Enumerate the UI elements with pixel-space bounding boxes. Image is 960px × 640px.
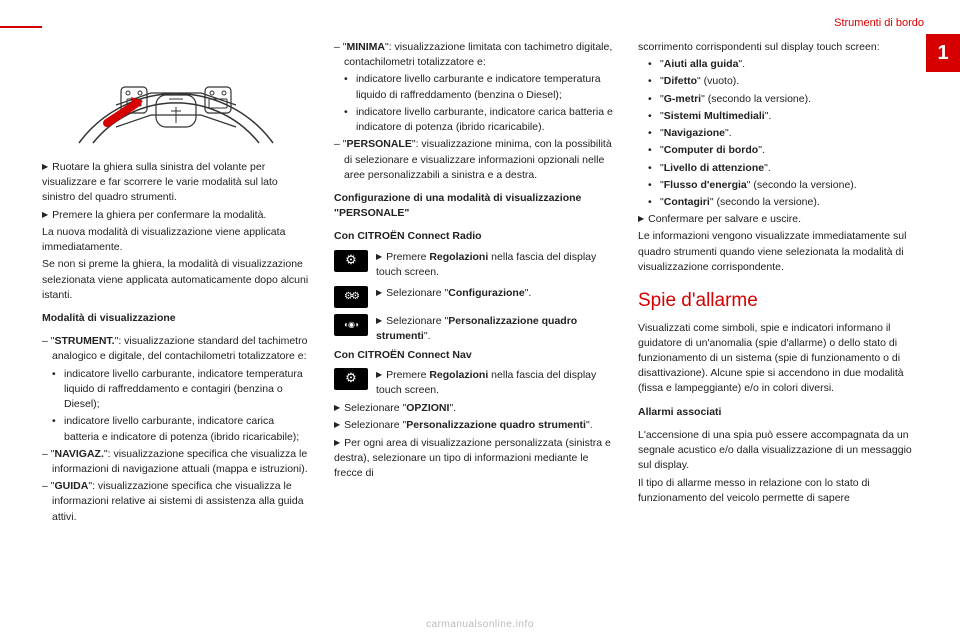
arrow-icon xyxy=(376,315,386,327)
col3-p2: Confermare per salvare e uscire. xyxy=(638,212,924,227)
arrow-icon xyxy=(376,287,386,299)
column-2: "MINIMA": visualizzazione limitata con t… xyxy=(334,40,614,600)
col1-dash3: "GUIDA": visualizzazione specifica che v… xyxy=(42,479,310,525)
col2-iconrow3-text: Selezionare "Personalizzazione quadro st… xyxy=(376,314,614,344)
page-number-tab: 1 xyxy=(926,34,960,72)
col2-iconrow2-text: Selezionare "Configurazione". xyxy=(376,286,614,301)
col2-iconrow1-text: Premere Regolazioni nella fascia del dis… xyxy=(376,250,614,280)
col1-bullet1: indicatore livello carburante, indicator… xyxy=(64,367,310,413)
gears-small-icon: ⚙⚙ xyxy=(334,286,368,308)
col1-dash1: "STRUMENT.": visualizzazione standard de… xyxy=(42,334,310,364)
section-title: Strumenti di bordo xyxy=(834,16,924,32)
arrow-icon xyxy=(42,161,52,173)
gear-icon: ⚙ xyxy=(334,368,368,390)
col1-p3: La nuova modalità di visualizzazione vie… xyxy=(42,225,310,255)
col2-p7: Per ogni area di visualizzazione persona… xyxy=(334,436,614,482)
steering-wheel-diagram xyxy=(42,40,310,150)
col3-list: "Aiuti alla guida". "Difetto" (vuoto). "… xyxy=(638,57,924,212)
col3-p4: Visualizzati come simboli, spie e indica… xyxy=(638,321,924,397)
column-layout: Ruotare la ghiera sulla sinistra del vol… xyxy=(42,40,924,600)
col3-li8: "Flusso d'energia" (secondo la versione)… xyxy=(660,178,924,193)
col2-sub1: Con CITROËN Connect Radio xyxy=(334,229,614,244)
col2-iconrow4: ⚙ Premere Regolazioni nella fascia del d… xyxy=(334,368,614,398)
col3-li7: "Livello di attenzione". xyxy=(660,161,924,176)
col3-li9: "Contagiri" (secondo la versione). xyxy=(660,195,924,210)
col2-bullets: indicatore livello carburante e indicato… xyxy=(334,72,614,137)
col2-dash1: "MINIMA": visualizzazione limitata con t… xyxy=(334,40,614,70)
col1-p4: Se non si preme la ghiera, la modalità d… xyxy=(42,257,310,303)
col2-d2-label: PERSONALE xyxy=(347,138,412,150)
col1-p2: Premere la ghiera per confermare la moda… xyxy=(42,208,310,223)
col2-p5: Selezionare "OPZIONI". xyxy=(334,401,614,416)
column-3: scorrimento corrispondenti sul display t… xyxy=(638,40,924,600)
arrow-icon xyxy=(42,209,52,221)
col1-bullet2: indicatore livello carburante, indicator… xyxy=(64,414,310,444)
col1-d2-label: NAVIGAZ. xyxy=(55,448,104,460)
col2-dash2: "PERSONALE": visualizzazione minima, con… xyxy=(334,137,614,183)
arrow-icon xyxy=(376,369,386,381)
col2-sub2: Con CITROËN Connect Nav xyxy=(334,348,614,363)
footer-brand: carmanualsonline.info xyxy=(0,618,960,633)
col2-d1-label: MINIMA xyxy=(347,41,386,53)
col2-heading-config: Configurazione di una modalità di visual… xyxy=(334,191,614,221)
col3-p1: scorrimento corrispondenti sul display t… xyxy=(638,40,924,55)
heading-allarmi-associati: Allarmi associati xyxy=(638,405,924,420)
col2-iconrow2: ⚙⚙ Selezionare "Configurazione". xyxy=(334,286,614,308)
col1-d3-label: GUIDA xyxy=(55,480,89,492)
heading-spie-allarme: Spie d'allarme xyxy=(638,287,924,315)
top-red-accent xyxy=(0,26,42,28)
col3-li6: "Computer di bordo". xyxy=(660,143,924,158)
col1-heading-modes: Modalità di visualizzazione xyxy=(42,311,310,326)
col1-p2-text: Premere la ghiera per confermare la moda… xyxy=(52,209,266,221)
arrow-icon xyxy=(376,251,386,263)
col3-li3: "G-metri" (secondo la versione). xyxy=(660,92,924,107)
col3-li4: "Sistemi Multimediali". xyxy=(660,109,924,124)
col2-iconrow4-text: Premere Regolazioni nella fascia del dis… xyxy=(376,368,614,398)
col1-dash2: "NAVIGAZ.": visualizzazione specifica ch… xyxy=(42,447,310,477)
dials-icon: ◐◉◑ xyxy=(334,314,368,336)
col2-d1-rest: ": visualizzazione limitata con tachimet… xyxy=(344,41,612,68)
arrow-icon xyxy=(334,437,344,449)
col1-p1-text: Ruotare la ghiera sulla sinistra del vol… xyxy=(42,161,278,203)
col2-p6: Selezionare "Personalizzazione quadro st… xyxy=(334,418,614,433)
col3-li1: "Aiuti alla guida". xyxy=(660,57,924,72)
col3-li5: "Navigazione". xyxy=(660,126,924,141)
arrow-icon xyxy=(334,419,344,431)
col2-iconrow1: ⚙ Premere Regolazioni nella fascia del d… xyxy=(334,250,614,280)
col1-bullets: indicatore livello carburante, indicator… xyxy=(42,367,310,447)
col1-d1-label: STRUMENT. xyxy=(55,335,115,347)
col3-p5: L'accensione di una spia può essere acco… xyxy=(638,428,924,474)
arrow-icon xyxy=(638,213,648,225)
col3-li2: "Difetto" (vuoto). xyxy=(660,74,924,89)
col2-iconrow3: ◐◉◑ Selezionare "Personalizzazione quadr… xyxy=(334,314,614,344)
manual-page: Strumenti di bordo 1 xyxy=(0,0,960,640)
arrow-icon xyxy=(334,402,344,414)
gear-icon: ⚙ xyxy=(334,250,368,272)
col1-p1: Ruotare la ghiera sulla sinistra del vol… xyxy=(42,160,310,206)
col2-bullet2: indicatore livello carburante, indicator… xyxy=(356,105,614,135)
col2-bullet1: indicatore livello carburante e indicato… xyxy=(356,72,614,102)
col3-p6: Il tipo di allarme messo in relazione co… xyxy=(638,476,924,506)
col1-d3-rest: ": visualizzazione specifica che visuali… xyxy=(52,480,304,522)
column-1: Ruotare la ghiera sulla sinistra del vol… xyxy=(42,40,310,600)
col3-p3: Le informazioni vengono visualizzate imm… xyxy=(638,229,924,275)
